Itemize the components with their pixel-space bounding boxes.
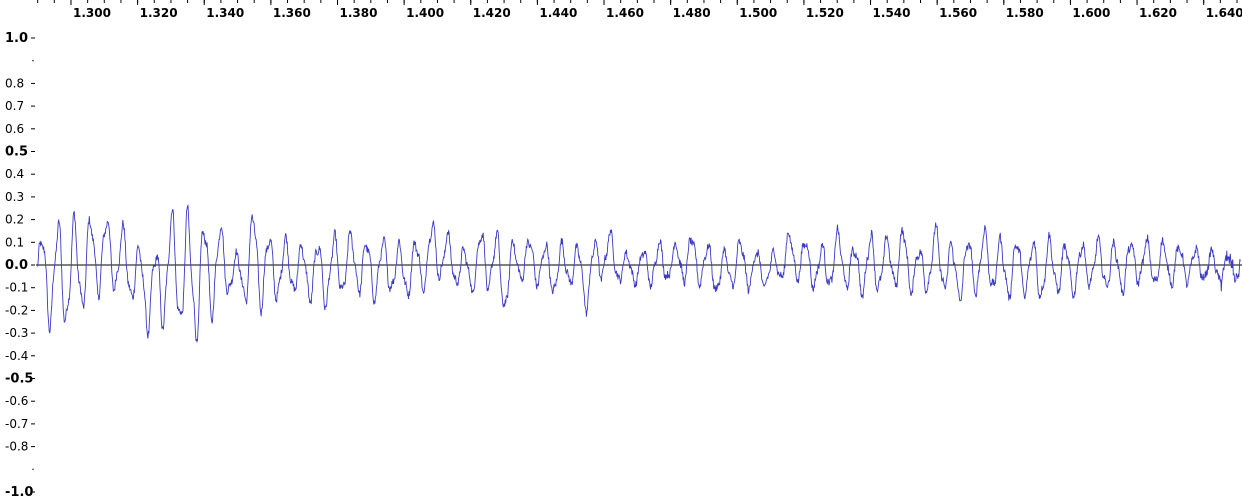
time-ruler-label: 1.320 [140,6,178,20]
time-ruler-label: 1.420 [473,6,511,20]
amplitude-label: 0.3 [5,190,24,204]
amplitude-label: 0.7 [5,99,24,113]
amplitude-label: 0.1 [5,235,24,249]
amplitude-label: 0.6 [5,122,24,136]
time-ruler-label: 1.560 [939,6,977,20]
amplitude-label: -0.7 [5,417,28,431]
amplitude-label: -0.2 [5,303,28,317]
time-ruler-label: 1.380 [340,6,378,20]
amplitude-label: -0.1 [5,281,28,295]
amplitude-label: 0.0 [5,258,28,273]
time-ruler-label: 1.640 [1206,6,1242,20]
amplitude-label: -0.4 [5,349,28,363]
waveform-trace[interactable] [37,204,1241,344]
amplitude-label: 1.0 [5,31,28,46]
time-ruler-label: 1.480 [673,6,711,20]
amplitude-label: 0.8 [5,76,24,90]
amplitude-label: -0.3 [5,326,28,340]
amplitude-label: -0.5 [5,372,33,387]
time-ruler-label: 1.300 [73,6,111,20]
amplitude-label: 0.2 [5,213,24,227]
amplitude-label: -0.8 [5,440,28,454]
amplitude-label: -1.0 [5,485,33,500]
time-ruler[interactable]: 1.300 1.320 1.340 1.360 1.380 1.400 1.420 1.440… [37,0,1242,20]
time-ruler-label: 1.340 [206,6,244,20]
time-ruler-label: 1.500 [739,6,777,20]
time-ruler-label: 1.360 [273,6,311,20]
time-ruler-label: 1.600 [1072,6,1110,20]
amplitude-ruler: 1.0 0.8 0.7 0.6 0.5 0.4 0.3 0.2 0.1 0.0 -0.1 -0.2 -0… [5,31,35,500]
amplitude-minor-tick [32,468,34,470]
time-ruler-label: 1.540 [873,6,911,20]
time-ruler-label: 1.440 [539,6,577,20]
time-ruler-label: 1.400 [406,6,444,20]
time-ruler-label: 1.460 [606,6,644,20]
time-ruler-label: 1.580 [1006,6,1044,20]
amplitude-label: -0.6 [5,394,28,408]
amplitude-label: 0.5 [5,145,28,160]
amplitude-minor-tick [32,60,34,62]
amplitude-label: 0.4 [5,167,24,181]
time-ruler-label: 1.520 [806,6,844,20]
time-ruler-label: 1.620 [1139,6,1177,20]
